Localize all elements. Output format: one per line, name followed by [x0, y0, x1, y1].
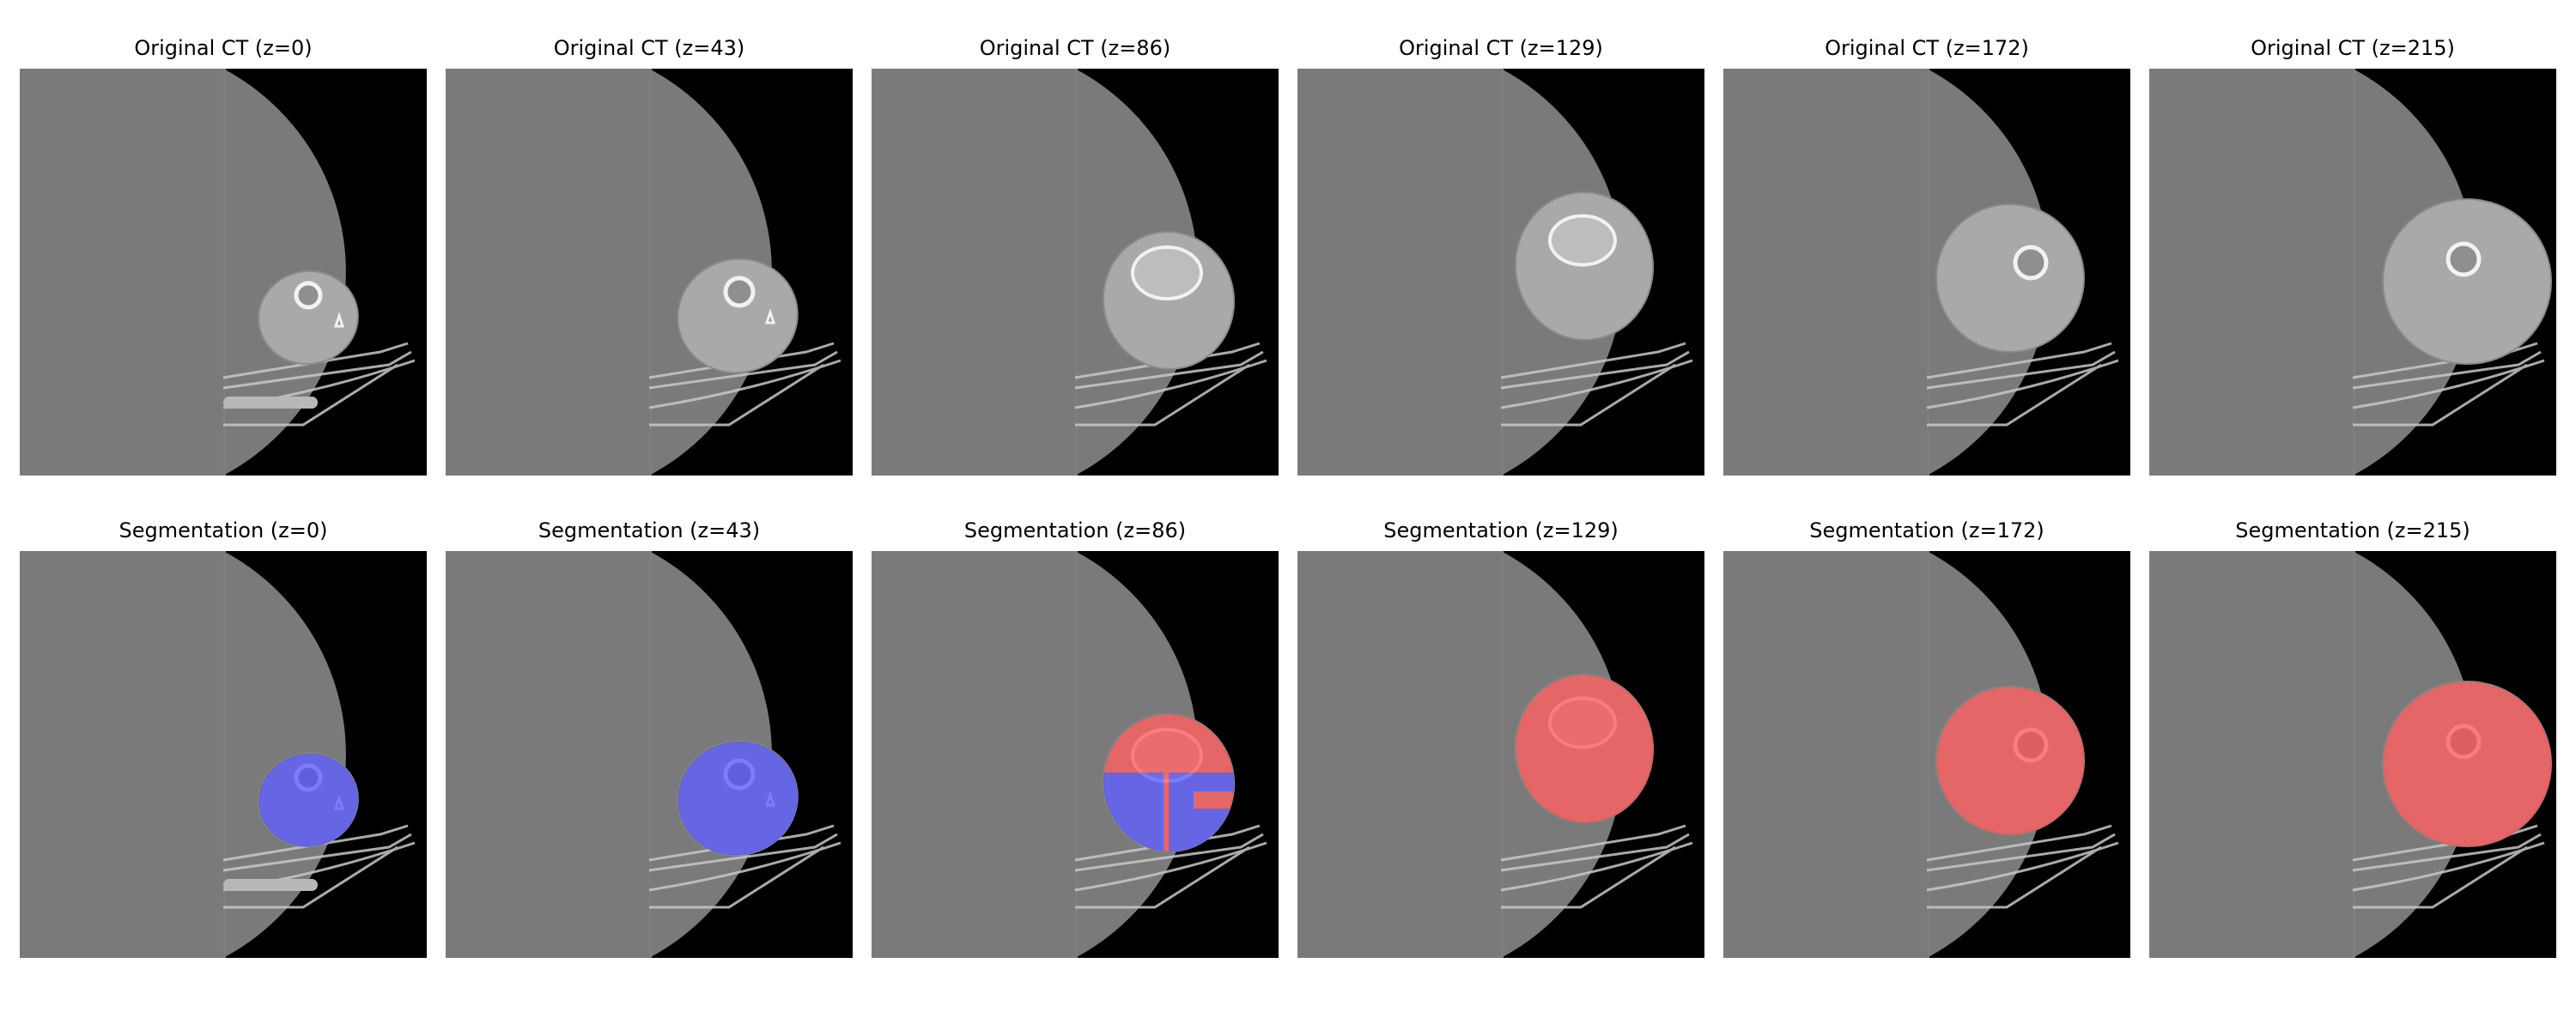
scanner-table: [648, 824, 841, 909]
scanner-table: [2352, 342, 2545, 427]
bone-cortex: [1548, 214, 1617, 267]
scan-field-of-view: [1297, 69, 1624, 476]
segmentation-slice-image: [872, 551, 1279, 958]
panel-title: Original CT (z=86): [979, 36, 1171, 60]
panel-title: Original CT (z=172): [1825, 36, 2029, 60]
leg-cross-section: [258, 270, 359, 366]
ct-slice-canvas: [2149, 69, 2556, 476]
segmentation-canvas: [446, 551, 853, 958]
scan-field-of-view: [1723, 551, 2050, 958]
tube-artifact: [223, 879, 318, 891]
ct-slice-canvas: [872, 69, 1279, 476]
segmentation-slice-image: [2149, 551, 2556, 958]
panel-title: Segmentation (z=86): [963, 518, 1187, 542]
segmentation-mask: [1936, 687, 2084, 834]
panel-title: Original CT (z=0): [134, 36, 313, 60]
bone-cortex: [294, 281, 323, 310]
panel-title: Segmentation (z=172): [1809, 518, 2044, 542]
ct-slice-image: [446, 69, 853, 476]
ct-slice-canvas: [1297, 69, 1704, 476]
leg-cross-section: [1935, 203, 2085, 353]
panel-title: Segmentation (z=215): [2235, 518, 2470, 542]
fibula: [333, 312, 345, 328]
segmentation-mask: [2383, 682, 2551, 846]
scan-field-of-view: [872, 69, 1198, 476]
bone-cortex: [723, 276, 756, 308]
scan-field-of-view: [20, 69, 346, 476]
scanner-table: [1500, 342, 1693, 427]
panel-title: Segmentation (z=43): [538, 518, 761, 542]
bone-cortex: [2445, 241, 2482, 277]
panel-title: Segmentation (z=129): [1383, 518, 1619, 542]
segmentation-slice-image: [1297, 551, 1704, 958]
fibula: [764, 308, 776, 324]
scanner-table: [648, 342, 841, 427]
ct-slice-image: [20, 69, 427, 476]
segmentation-canvas: [2149, 551, 2556, 958]
ct-slice-image: [1723, 69, 2130, 476]
scanner-table: [1926, 824, 2119, 909]
scanner-table: [1500, 824, 1693, 909]
bone-cortex: [2013, 245, 2049, 281]
segmentation-slice-image: [20, 551, 427, 958]
segmentation-canvas: [1297, 551, 1704, 958]
ct-slice-image: [872, 69, 1279, 476]
segmentation-canvas: [20, 551, 427, 958]
scanner-table: [2352, 824, 2545, 909]
tube-artifact: [223, 397, 318, 409]
scan-field-of-view: [1723, 69, 2050, 476]
panel-title: Original CT (z=43): [553, 36, 745, 60]
scanner-table: [1926, 342, 2119, 427]
scan-field-of-view: [872, 551, 1198, 958]
ct-slice-image: [2149, 69, 2556, 476]
panel-title: Original CT (z=129): [1399, 36, 1603, 60]
segmentation-canvas: [872, 551, 1279, 958]
scan-field-of-view: [1297, 551, 1624, 958]
segmentation-canvas: [1723, 551, 2130, 958]
segmentation-slice-image: [1723, 551, 2130, 958]
scan-field-of-view: [446, 551, 772, 958]
panel-title: Original CT (z=215): [2251, 36, 2455, 60]
leg-cross-section: [677, 258, 799, 374]
panel-title: Segmentation (z=0): [118, 518, 328, 542]
scan-field-of-view: [446, 69, 772, 476]
ct-slice-canvas: [446, 69, 853, 476]
ct-slice-canvas: [20, 69, 427, 476]
ct-slice-image: [1297, 69, 1704, 476]
scan-field-of-view: [2149, 551, 2476, 958]
leg-cross-section: [2382, 198, 2552, 365]
scanner-table: [1074, 824, 1267, 909]
scan-field-of-view: [2149, 69, 2476, 476]
scan-field-of-view: [20, 551, 346, 958]
segmentation-slice-image: [446, 551, 853, 958]
scanner-table: [1074, 342, 1267, 427]
bone-cortex: [1131, 245, 1203, 300]
ct-slice-canvas: [1723, 69, 2130, 476]
